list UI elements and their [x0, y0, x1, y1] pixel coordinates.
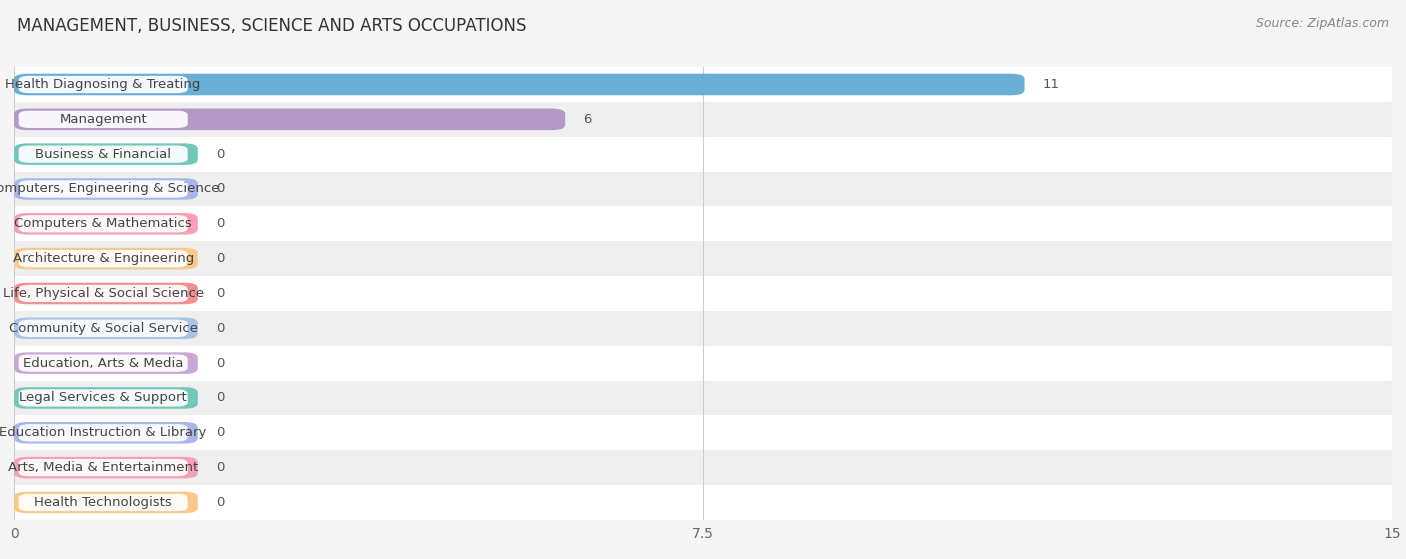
FancyBboxPatch shape: [18, 181, 187, 198]
Text: 0: 0: [217, 182, 225, 196]
Bar: [14, 206, 1392, 241]
FancyBboxPatch shape: [14, 422, 198, 444]
Text: Health Diagnosing & Treating: Health Diagnosing & Treating: [6, 78, 201, 91]
Bar: [14, 172, 1392, 206]
Text: Life, Physical & Social Science: Life, Physical & Social Science: [3, 287, 204, 300]
FancyBboxPatch shape: [18, 285, 187, 302]
Text: Legal Services & Support: Legal Services & Support: [20, 391, 187, 405]
FancyBboxPatch shape: [14, 248, 198, 269]
Bar: [14, 67, 1392, 102]
Text: Architecture & Engineering: Architecture & Engineering: [13, 252, 194, 265]
FancyBboxPatch shape: [18, 354, 187, 372]
Text: MANAGEMENT, BUSINESS, SCIENCE AND ARTS OCCUPATIONS: MANAGEMENT, BUSINESS, SCIENCE AND ARTS O…: [17, 17, 526, 35]
FancyBboxPatch shape: [18, 459, 187, 476]
FancyBboxPatch shape: [18, 424, 187, 442]
Bar: [14, 450, 1392, 485]
Text: Arts, Media & Entertainment: Arts, Media & Entertainment: [8, 461, 198, 474]
FancyBboxPatch shape: [14, 108, 565, 130]
Bar: [14, 276, 1392, 311]
Text: Education Instruction & Library: Education Instruction & Library: [0, 427, 207, 439]
Text: 0: 0: [217, 322, 225, 335]
Text: Community & Social Service: Community & Social Service: [8, 322, 198, 335]
FancyBboxPatch shape: [14, 213, 198, 235]
Text: 0: 0: [217, 287, 225, 300]
Text: 6: 6: [583, 113, 592, 126]
Text: Business & Financial: Business & Financial: [35, 148, 172, 160]
Text: 0: 0: [217, 252, 225, 265]
Text: Health Technologists: Health Technologists: [34, 496, 172, 509]
Bar: [14, 241, 1392, 276]
Text: 0: 0: [217, 148, 225, 160]
Text: Computers, Engineering & Science: Computers, Engineering & Science: [0, 182, 219, 196]
FancyBboxPatch shape: [14, 143, 198, 165]
FancyBboxPatch shape: [18, 389, 187, 406]
FancyBboxPatch shape: [14, 457, 198, 479]
FancyBboxPatch shape: [14, 283, 198, 304]
Bar: [14, 102, 1392, 137]
Text: 0: 0: [217, 357, 225, 369]
FancyBboxPatch shape: [14, 492, 198, 513]
Text: 0: 0: [217, 461, 225, 474]
Bar: [14, 345, 1392, 381]
Text: Education, Arts & Media: Education, Arts & Media: [22, 357, 183, 369]
Text: 11: 11: [1043, 78, 1060, 91]
FancyBboxPatch shape: [18, 145, 187, 163]
Bar: [14, 415, 1392, 450]
Text: 0: 0: [217, 496, 225, 509]
Bar: [14, 381, 1392, 415]
Text: Computers & Mathematics: Computers & Mathematics: [14, 217, 193, 230]
FancyBboxPatch shape: [18, 320, 187, 337]
FancyBboxPatch shape: [14, 352, 198, 374]
Text: Management: Management: [59, 113, 148, 126]
FancyBboxPatch shape: [14, 318, 198, 339]
FancyBboxPatch shape: [18, 250, 187, 267]
Text: Source: ZipAtlas.com: Source: ZipAtlas.com: [1256, 17, 1389, 30]
Bar: [14, 485, 1392, 520]
Bar: [14, 137, 1392, 172]
FancyBboxPatch shape: [18, 494, 187, 511]
FancyBboxPatch shape: [14, 74, 1025, 95]
FancyBboxPatch shape: [18, 215, 187, 233]
Text: 0: 0: [217, 391, 225, 405]
Bar: [14, 311, 1392, 345]
Text: 0: 0: [217, 427, 225, 439]
FancyBboxPatch shape: [18, 76, 187, 93]
FancyBboxPatch shape: [14, 178, 198, 200]
FancyBboxPatch shape: [18, 111, 187, 128]
FancyBboxPatch shape: [14, 387, 198, 409]
Text: 0: 0: [217, 217, 225, 230]
